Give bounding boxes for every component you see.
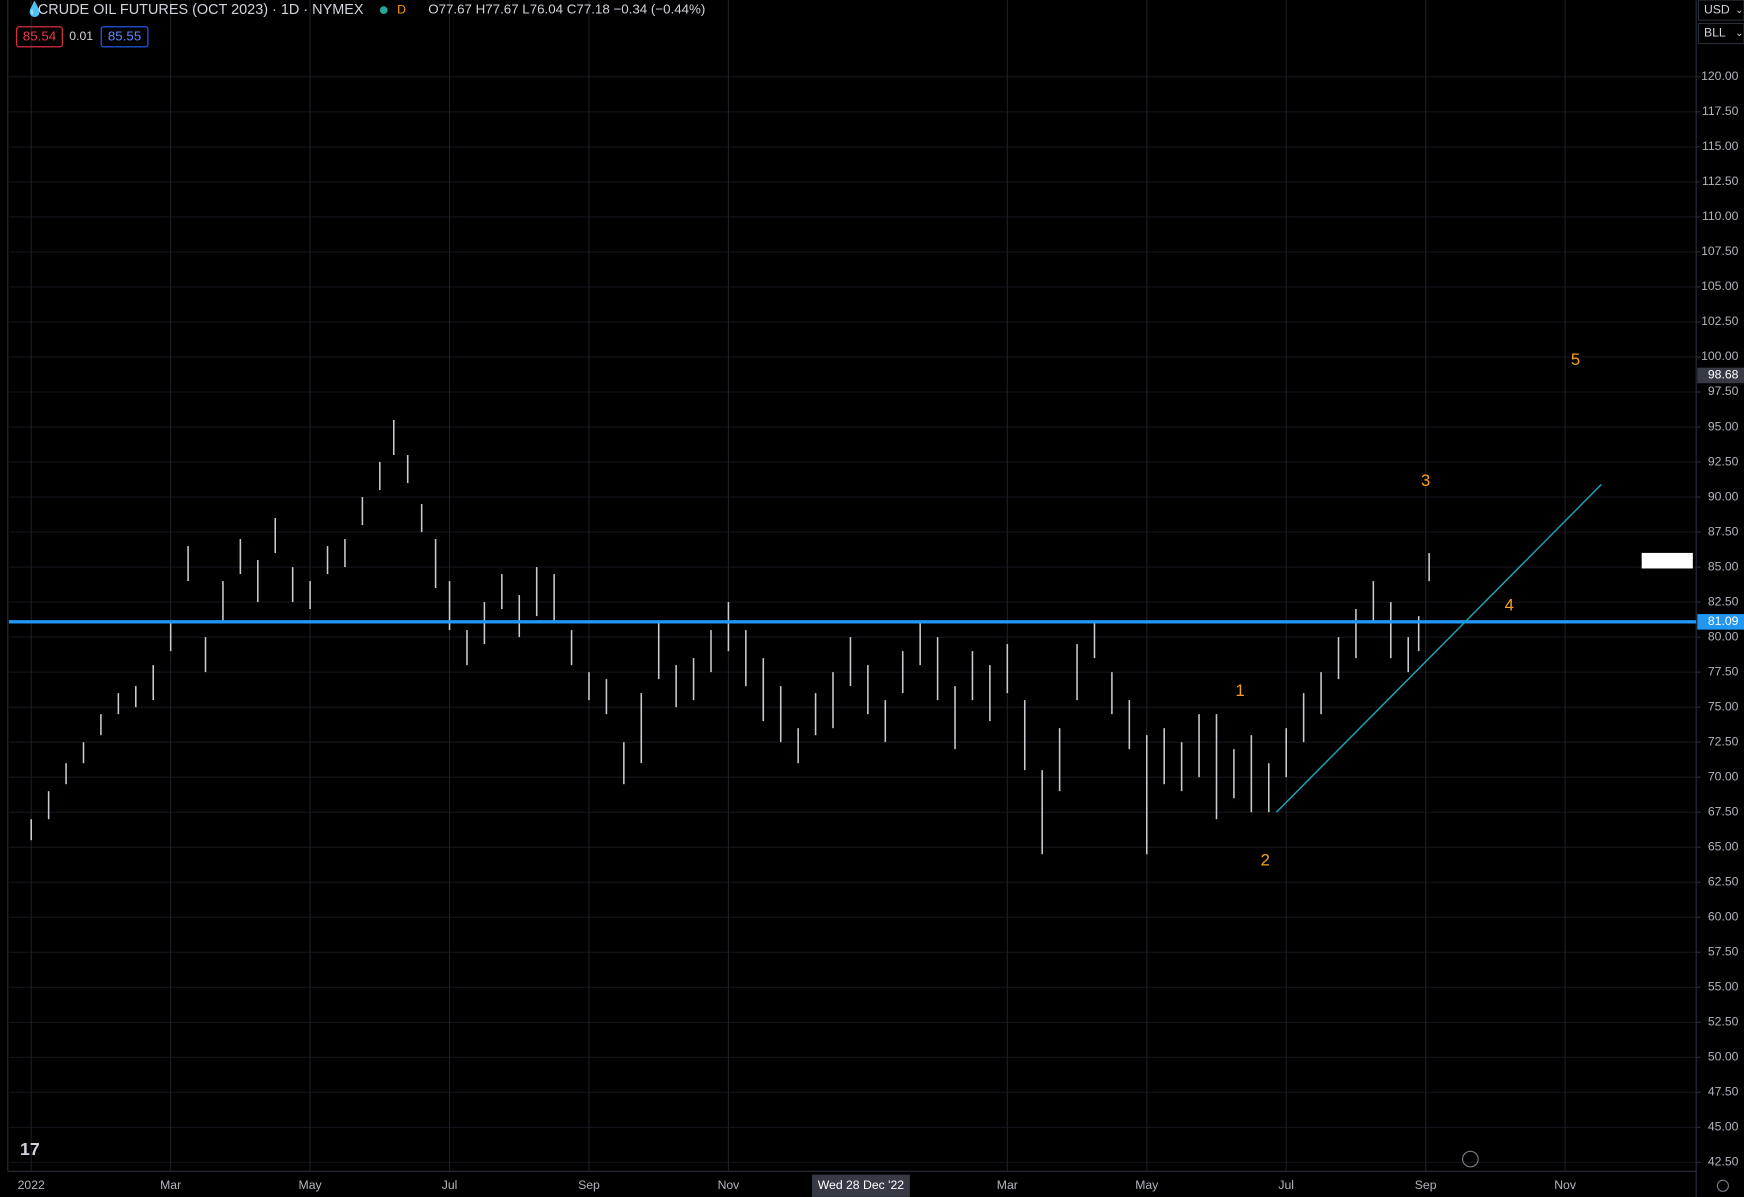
y-tick-label: 115.00 (1702, 139, 1739, 153)
grid (8, 0, 1697, 1172)
chevron: ⌄ (1735, 5, 1743, 16)
y-tick-label: 87.50 (1708, 524, 1739, 538)
y-tick-label: 77.50 (1708, 664, 1739, 678)
y-tick-label: 90.00 (1708, 489, 1739, 503)
x-tick-label: May (1135, 1178, 1159, 1192)
y-tick-label: 72.50 (1708, 734, 1739, 748)
trendline (1275, 483, 1602, 813)
y-tick-label: 117.50 (1702, 104, 1739, 118)
chart-title: CRUDE OIL FUTURES (OCT 2023) · 1D · NYME… (38, 2, 364, 18)
y-tick-label: 97.50 (1708, 384, 1739, 398)
unit: BLL (1704, 26, 1726, 40)
settings-icon[interactable] (1716, 1179, 1729, 1192)
y-tick-label: 107.50 (1701, 244, 1739, 258)
y-tick-label: 120.00 (1701, 69, 1739, 83)
x-tick-label: Nov (718, 1178, 741, 1192)
y-tick-label: 52.50 (1708, 1015, 1739, 1029)
x-tick-label: Nov (1554, 1178, 1577, 1192)
time-icon[interactable] (1462, 1150, 1479, 1168)
x-tick-label: 2022 (18, 1178, 45, 1192)
logo: 17 (20, 1139, 40, 1159)
unit-button[interactable] (1697, 22, 1744, 45)
ohlc-readout: O77.67 H77.67 L76.04 C77.18 −0.34 (−0.44… (428, 2, 705, 17)
wave-label: 3 (1421, 471, 1430, 490)
y-tick-label: 60.00 (1708, 909, 1739, 923)
y-tick-label: 105.00 (1701, 279, 1739, 293)
crosshair-y-label: 98.68 (1708, 368, 1739, 382)
y-tick-label: 82.50 (1708, 594, 1739, 608)
crosshair-y-tag (1697, 367, 1744, 384)
status-dot (379, 6, 388, 15)
spread: 0.01 (69, 29, 93, 43)
y-tick-label: 85.00 (1708, 559, 1739, 573)
y-tick-label: 102.50 (1701, 314, 1739, 328)
y-tick-label: 50.00 (1708, 1050, 1739, 1064)
currency: USD (1704, 2, 1730, 16)
y-tick-label: 75.00 (1708, 699, 1739, 713)
chevron: ⌄ (1735, 28, 1743, 39)
plot: 1 2 3 4 5 (8, 350, 1697, 870)
y-tick-label: 92.50 (1708, 454, 1739, 468)
y-tick-label: 57.50 (1708, 944, 1739, 958)
x-tick-label: Mar (160, 1178, 181, 1192)
crosshair-x-tag (811, 1174, 910, 1197)
y-tick-label: 110.00 (1702, 209, 1739, 223)
blank-marker (1641, 552, 1693, 569)
ask: 85.55 (108, 28, 141, 43)
crosshair-x-label: Wed 28 Dec '22 (818, 1178, 905, 1192)
wave-label: 2 (1261, 851, 1270, 870)
bid-box[interactable] (16, 26, 63, 48)
y-tick-label: 45.00 (1708, 1120, 1739, 1134)
y-tick-label: 70.00 (1708, 769, 1739, 783)
wave-label: 4 (1505, 596, 1514, 615)
y-tick-label: 42.50 (1708, 1155, 1739, 1169)
y-tick-label: 55.00 (1708, 979, 1739, 993)
wave-label: 5 (1571, 350, 1580, 369)
y-tick-label: 62.50 (1708, 874, 1739, 888)
ask-box[interactable] (100, 26, 149, 48)
wave-label: 1 (1236, 681, 1245, 700)
y-tick-label: 112.50 (1702, 174, 1739, 188)
y-tick-label: 100.00 (1701, 349, 1739, 363)
y-tick-label: 80.00 (1708, 629, 1739, 643)
currency-button[interactable] (1697, 0, 1744, 21)
level-tag (1697, 614, 1744, 630)
x-tick-label: Sep (1415, 1178, 1437, 1192)
x-tick-label: May (299, 1178, 323, 1192)
x-tick-label: Jul (442, 1178, 458, 1192)
y-tick-label: 47.50 (1708, 1085, 1739, 1099)
y-tick-label: 65.00 (1708, 839, 1739, 853)
y-tick-label: 67.50 (1708, 804, 1739, 818)
interval-badge: D (397, 2, 406, 16)
bid: 85.54 (23, 28, 57, 43)
y-tick-label: 95.00 (1708, 419, 1739, 433)
x-tick-label: Sep (578, 1178, 600, 1192)
level-tag-label: 81.09 (1708, 614, 1739, 628)
x-tick-label: Jul (1278, 1178, 1294, 1192)
x-tick-label: Mar (997, 1178, 1018, 1192)
oil-icon: 💧 (26, 0, 44, 18)
